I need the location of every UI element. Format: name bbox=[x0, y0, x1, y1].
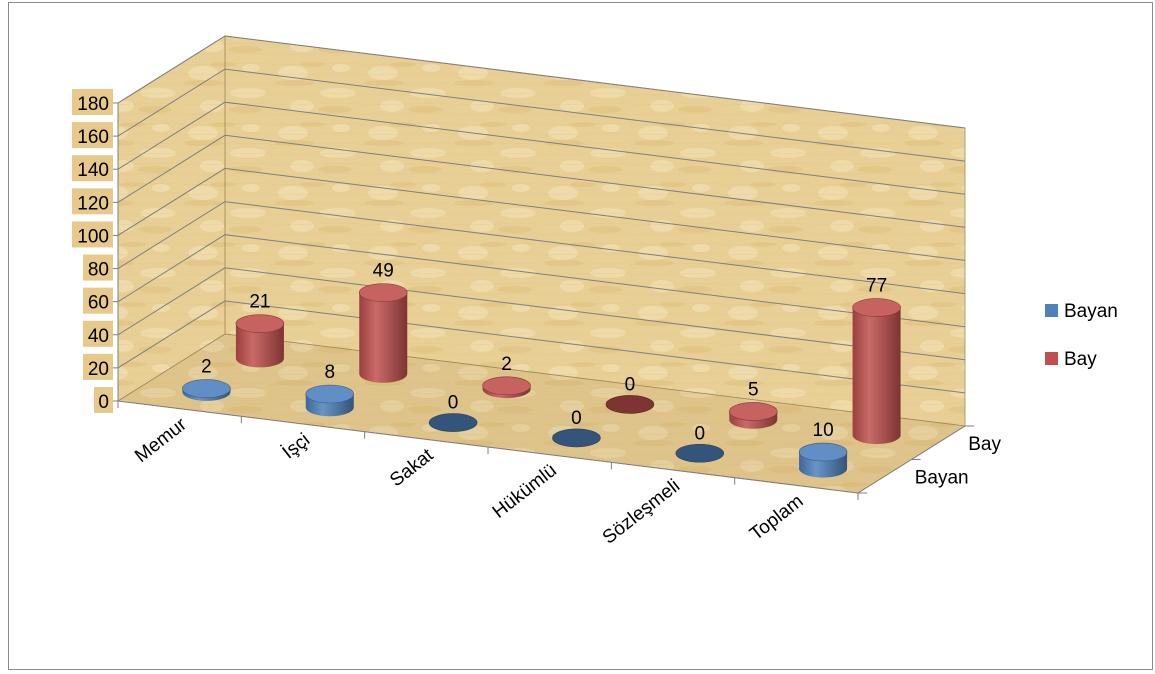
y-tick-label: 180 bbox=[77, 94, 109, 115]
legend-label: Bayan bbox=[1064, 301, 1118, 322]
bar-bay-3 bbox=[605, 395, 655, 414]
data-label: 2 bbox=[501, 354, 512, 375]
gridline bbox=[117, 68, 966, 162]
y-tick-label-bg bbox=[83, 254, 113, 281]
data-label: 10 bbox=[813, 420, 834, 441]
y-tick-label-group: 100 bbox=[72, 221, 113, 248]
bar-bayan-0 bbox=[182, 379, 231, 401]
bar-bayan-5 bbox=[798, 442, 848, 478]
y-tick-label: 160 bbox=[77, 127, 109, 148]
y-tick-label-bg bbox=[72, 221, 113, 248]
y-tick-label-bg bbox=[72, 155, 113, 182]
cylinder-disk bbox=[605, 395, 655, 414]
cylinder-top bbox=[852, 298, 901, 317]
cylinder-disk bbox=[552, 428, 601, 448]
data-label: 21 bbox=[249, 292, 270, 313]
cylinder-top bbox=[358, 283, 408, 302]
cylinder-disk bbox=[428, 413, 478, 432]
y-tick-label: 0 bbox=[98, 392, 109, 413]
category-label: Sözleşmeli bbox=[599, 475, 684, 548]
gridline bbox=[117, 201, 966, 295]
data-label: 8 bbox=[324, 362, 335, 383]
gridline bbox=[117, 267, 966, 361]
cylinder-top bbox=[728, 402, 778, 421]
category-label: Memur bbox=[131, 414, 191, 467]
data-label: 0 bbox=[625, 374, 636, 395]
y-tick-label: 60 bbox=[88, 293, 109, 314]
depth-axis-label: Bayan bbox=[915, 467, 969, 488]
y-tick-label-bg bbox=[83, 320, 113, 347]
y-tick-label: 100 bbox=[77, 226, 109, 247]
y-tick-label-group: 120 bbox=[72, 188, 113, 215]
y-tick-label: 40 bbox=[88, 326, 109, 347]
legend-label: Bay bbox=[1064, 349, 1097, 370]
category-label: İşçi bbox=[279, 429, 314, 463]
y-tick-label-group: 0 bbox=[94, 387, 113, 413]
y-tick-label: 20 bbox=[88, 359, 109, 380]
data-label: 0 bbox=[571, 408, 582, 429]
data-label: 5 bbox=[748, 379, 759, 400]
bar-bayan-3 bbox=[552, 428, 601, 448]
data-label: 49 bbox=[373, 261, 394, 282]
y-tick-label-group: 80 bbox=[83, 254, 113, 281]
data-label: 0 bbox=[448, 393, 459, 414]
depth-axis-label: Bay bbox=[968, 434, 1001, 455]
category-label: Hükümlü bbox=[489, 460, 561, 523]
cylinder-top bbox=[235, 314, 285, 333]
gridline bbox=[117, 167, 966, 261]
bar-bay-2 bbox=[482, 376, 531, 399]
cylinder-top bbox=[182, 379, 231, 398]
legend: Bayan Bay bbox=[1045, 301, 1118, 370]
y-tick-label-bg bbox=[72, 188, 113, 215]
y-tick-label-bg bbox=[72, 122, 113, 149]
y-tick-label: 140 bbox=[77, 160, 109, 181]
gridline bbox=[117, 134, 966, 228]
y-tick-label-group: 60 bbox=[83, 287, 113, 314]
legend-swatch bbox=[1045, 352, 1058, 365]
data-label: 0 bbox=[694, 423, 705, 444]
bar-bayan-1 bbox=[305, 384, 355, 417]
y-tick-label: 80 bbox=[88, 260, 109, 281]
gridline bbox=[117, 101, 966, 195]
y-tick-label-bg bbox=[83, 353, 113, 380]
bar-bayan-2 bbox=[428, 413, 478, 432]
bar-bayan-4 bbox=[675, 443, 725, 463]
bar-bay-5 bbox=[852, 298, 901, 445]
legend-swatch bbox=[1045, 304, 1058, 317]
y-tick-label-bg bbox=[94, 387, 113, 413]
category-label: Toplam bbox=[746, 491, 807, 545]
y-tick-label-bg bbox=[72, 89, 113, 115]
bar-bay-0 bbox=[235, 314, 285, 368]
y-tick-label-group: 40 bbox=[83, 320, 113, 347]
y-tick-label-group: 180 bbox=[72, 89, 113, 115]
y-tick-label: 120 bbox=[77, 193, 109, 214]
bar-bay-4 bbox=[728, 402, 778, 429]
bar-bay-1 bbox=[358, 283, 408, 383]
y-tick-label-bg bbox=[83, 287, 113, 314]
cylinder-top bbox=[798, 442, 848, 462]
cylinder-body bbox=[359, 292, 408, 383]
gridline bbox=[117, 35, 966, 129]
y-tick-label-group: 160 bbox=[72, 122, 113, 149]
cylinder-body bbox=[852, 307, 901, 445]
data-label: 2 bbox=[201, 357, 212, 378]
gridline bbox=[117, 234, 966, 328]
gridline bbox=[117, 300, 966, 394]
cylinder-body bbox=[235, 323, 284, 368]
category-label: Sakat bbox=[386, 444, 438, 491]
cylinder-top bbox=[482, 376, 531, 396]
cylinder-disk bbox=[675, 443, 725, 463]
cylinder-top bbox=[305, 384, 355, 404]
y-tick-label-group: 20 bbox=[83, 353, 113, 380]
y-tick-label-group: 140 bbox=[72, 155, 113, 182]
data-label: 77 bbox=[866, 276, 887, 297]
